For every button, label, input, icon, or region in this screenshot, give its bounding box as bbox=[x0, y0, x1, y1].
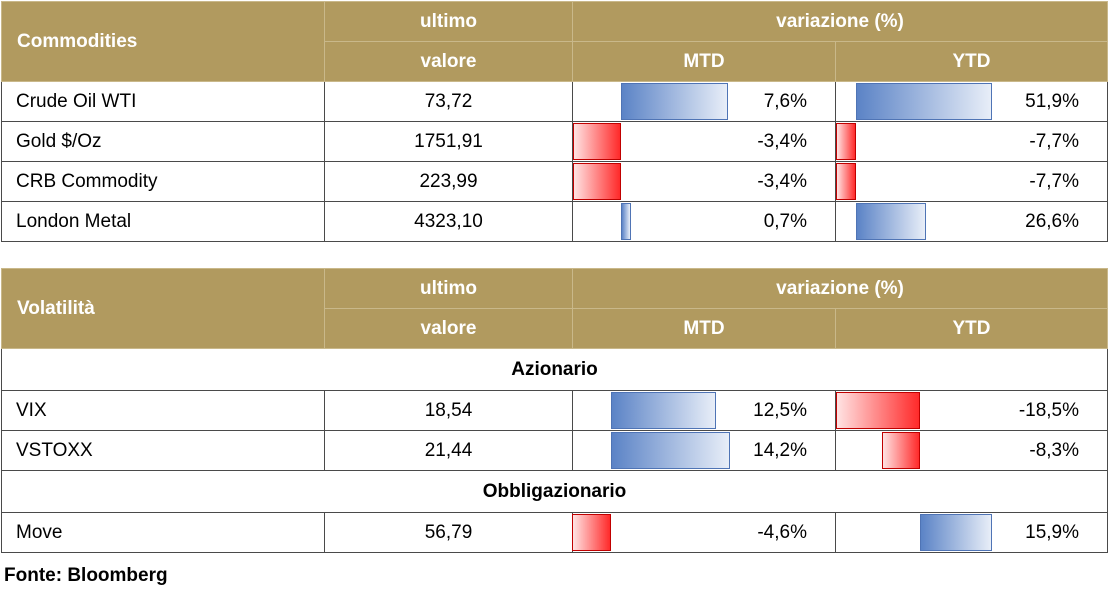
ytd-bar bbox=[835, 163, 856, 200]
ytd-cell: -7,7% bbox=[834, 161, 1108, 202]
ytd-cell: -8,3% bbox=[834, 430, 1108, 471]
mtd-cell: 12,5% bbox=[572, 390, 836, 431]
row-last-value: 18,54 bbox=[324, 390, 573, 431]
row-name: Crude Oil WTI bbox=[1, 81, 325, 122]
table-row: Crude Oil WTI 73,72 7,6% 51,9% bbox=[1, 81, 1108, 122]
mtd-value: 7,6% bbox=[763, 90, 807, 112]
ytd-bar bbox=[835, 392, 920, 429]
row-last-value: 4323,10 bbox=[324, 201, 573, 242]
ytd-value: 15,9% bbox=[1025, 521, 1080, 543]
row-name: VSTOXX bbox=[1, 430, 325, 471]
row-name: Move bbox=[1, 512, 325, 553]
row-last-value: 21,44 bbox=[324, 430, 573, 471]
source-note: Fonte: Bloomberg bbox=[4, 565, 168, 586]
ytd-header: YTD bbox=[834, 41, 1108, 82]
mtd-cell: -3,4% bbox=[572, 121, 836, 162]
section-bond: Obbligazionario bbox=[0, 470, 1108, 513]
ytd-cell: -18,5% bbox=[834, 390, 1108, 431]
mtd-cell: 0,7% bbox=[572, 201, 836, 242]
mtd-cell: -4,6% bbox=[572, 512, 836, 553]
table-row: CRB Commodity 223,99 -3,4% -7,7% bbox=[1, 161, 1108, 202]
row-name: VIX bbox=[1, 390, 325, 431]
row-name: Gold $/Oz bbox=[1, 121, 325, 162]
volatility-table: Volatilità ultimo variazione (%) valore … bbox=[0, 268, 1108, 553]
mtd-value: 14,2% bbox=[753, 439, 807, 461]
ytd-value: -8,3% bbox=[1029, 439, 1080, 461]
ytd-value: -18,5% bbox=[1018, 399, 1080, 421]
mtd-cell: 7,6% bbox=[572, 81, 836, 122]
mtd-bar bbox=[573, 123, 621, 160]
ytd-header: YTD bbox=[834, 308, 1108, 349]
ytd-value: -7,7% bbox=[1029, 130, 1080, 152]
volatility-title: Volatilità bbox=[1, 268, 325, 349]
mtd-bar bbox=[572, 514, 611, 551]
change-header: variazione (%) bbox=[571, 1, 1108, 42]
row-last-value: 1751,91 bbox=[324, 121, 573, 162]
table-row: VIX 18,54 12,5% -18,5% bbox=[1, 390, 1108, 431]
mtd-bar bbox=[611, 432, 731, 469]
commodities-title: Commodities bbox=[1, 1, 325, 82]
last-value-header-2: valore bbox=[324, 41, 573, 82]
row-name: CRB Commodity bbox=[1, 161, 325, 202]
ytd-value: -7,7% bbox=[1029, 170, 1080, 192]
ytd-bar bbox=[882, 432, 920, 469]
mtd-cell: 14,2% bbox=[572, 430, 836, 471]
table-row: Gold $/Oz 1751,91 -3,4% -7,7% bbox=[1, 121, 1108, 162]
mtd-value: -3,4% bbox=[757, 130, 807, 152]
ytd-cell: -7,7% bbox=[834, 121, 1108, 162]
ytd-cell: 15,9% bbox=[834, 512, 1108, 553]
ytd-value: 26,6% bbox=[1025, 210, 1080, 232]
last-value-header-1: ultimo bbox=[324, 268, 573, 309]
mtd-cell: -3,4% bbox=[572, 161, 836, 202]
ytd-cell: 51,9% bbox=[834, 81, 1108, 122]
last-value-header-2: valore bbox=[324, 308, 573, 349]
ytd-value: 51,9% bbox=[1025, 90, 1080, 112]
change-header: variazione (%) bbox=[571, 268, 1108, 309]
mtd-value: 0,7% bbox=[763, 210, 807, 232]
table-row: VSTOXX 21,44 14,2% -8,3% bbox=[1, 430, 1108, 471]
row-last-value: 223,99 bbox=[324, 161, 573, 202]
row-name: London Metal bbox=[1, 201, 325, 242]
mtd-value: -3,4% bbox=[757, 170, 807, 192]
mtd-value: 12,5% bbox=[753, 399, 807, 421]
mtd-bar bbox=[573, 163, 621, 200]
mtd-value: -4,6% bbox=[757, 521, 807, 543]
last-value-header-1: ultimo bbox=[324, 1, 573, 42]
row-last-value: 56,79 bbox=[324, 512, 573, 553]
commodities-table: Commodities ultimo variazione (%) valore… bbox=[1, 1, 1108, 242]
ytd-bar bbox=[856, 203, 926, 240]
table-row: Move 56,79 -4,6% 15,9% bbox=[1, 512, 1108, 553]
mtd-bar bbox=[621, 203, 631, 240]
ytd-bar bbox=[835, 123, 856, 160]
ytd-bar bbox=[856, 83, 993, 120]
mtd-header: MTD bbox=[572, 41, 836, 82]
ytd-cell: 26,6% bbox=[834, 201, 1108, 242]
table-row: London Metal 4323,10 0,7% 26,6% bbox=[1, 201, 1108, 242]
row-last-value: 73,72 bbox=[324, 81, 573, 122]
ytd-bar bbox=[920, 514, 993, 551]
mtd-header: MTD bbox=[572, 308, 836, 349]
mtd-bar bbox=[611, 392, 716, 429]
mtd-bar bbox=[621, 83, 729, 120]
section-equity: Azionario bbox=[0, 348, 1108, 391]
